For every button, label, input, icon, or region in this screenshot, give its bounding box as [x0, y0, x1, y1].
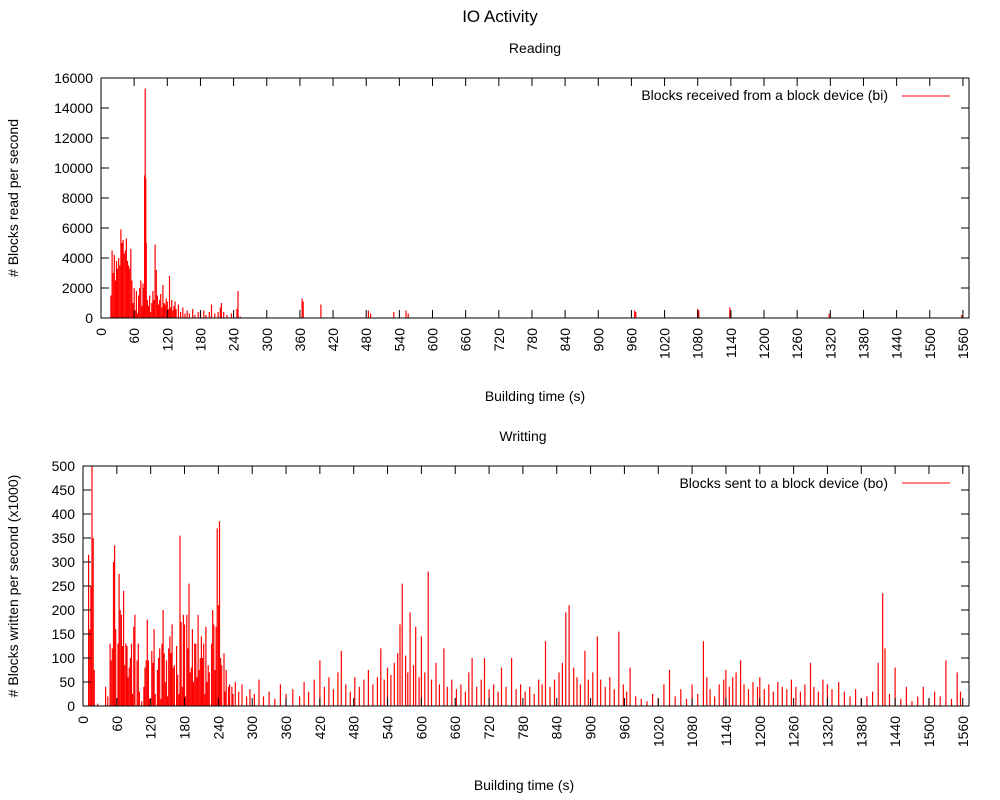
reading-x-tick-label: 420	[325, 328, 341, 352]
reading-y-axis-label: # Blocks read per second	[5, 119, 21, 277]
reading-x-tick-label: 600	[425, 328, 441, 352]
reading-x-tick-label: 60	[126, 328, 142, 344]
writing-x-tick-label: 1260	[786, 716, 802, 747]
reading-x-tick-label: 1320	[822, 328, 838, 359]
writing-y-tick-label: 400	[52, 506, 76, 522]
writing-y-tick-label: 350	[52, 530, 76, 546]
reading-x-tick-label: 720	[491, 328, 507, 352]
writing-y-tick-label: 200	[52, 602, 76, 618]
writing-y-tick-label: 250	[52, 578, 76, 594]
writing-y-tick-label: 450	[52, 482, 76, 498]
writing-y-tick-label: 300	[52, 554, 76, 570]
writing-x-tick-label: 1020	[650, 716, 666, 747]
reading-y-tick-label: 14000	[54, 100, 93, 116]
reading-x-tick-label: 1020	[657, 328, 673, 359]
writing-x-tick-label: 1560	[955, 716, 971, 747]
reading-y-tick-label: 8000	[62, 190, 93, 206]
writing-x-tick-label: 1500	[921, 716, 937, 747]
writing-x-tick-label: 960	[616, 716, 632, 740]
reading-x-tick-label: 360	[292, 328, 308, 352]
writing-x-tick-label: 180	[177, 716, 193, 740]
reading-x-axis-label: Building time (s)	[485, 388, 585, 404]
reading-x-tick-label: 540	[391, 328, 407, 352]
writing-y-tick-label: 100	[52, 650, 76, 666]
reading-x-tick-label: 240	[226, 328, 242, 352]
reading-x-tick-label: 1140	[723, 328, 739, 358]
writing-y-tick-label: 50	[59, 674, 75, 690]
reading-y-tick-label: 6000	[62, 220, 93, 236]
reading-legend-label: Blocks received from a block device (bi)	[641, 87, 888, 103]
reading-y-tick-label: 2000	[62, 280, 93, 296]
reading-plot-frame	[100, 77, 970, 319]
writing-y-axis-label: # Blocks written per second (x1000)	[5, 475, 21, 698]
reading-x-tick-label: 480	[358, 328, 374, 352]
writing-x-tick-label: 1140	[718, 716, 734, 746]
reading-x-tick-label: 1080	[690, 328, 706, 359]
writing-plot: Writting Building time (s) # Blocks writ…	[5, 428, 971, 793]
writing-legend-label: Blocks sent to a block device (bo)	[679, 475, 888, 491]
writing-y-tick-label: 0	[67, 698, 75, 714]
reading-y-tick-label: 12000	[54, 130, 93, 146]
writing-x-tick-label: 120	[143, 716, 159, 740]
writing-x-tick-label: 1440	[887, 716, 903, 747]
reading-x-tick-label: 0	[93, 328, 109, 336]
writing-x-tick-label: 480	[346, 716, 362, 740]
reading-x-tick-label: 120	[159, 328, 175, 352]
writing-x-tick-label: 300	[244, 716, 260, 740]
writing-title: Writting	[499, 428, 546, 444]
writing-x-tick-label: 420	[312, 716, 328, 740]
writing-y-tick-label: 150	[52, 626, 76, 642]
writing-x-tick-label: 240	[210, 716, 226, 740]
reading-x-tick-label: 1560	[955, 328, 971, 359]
writing-x-tick-label: 1200	[752, 716, 768, 747]
writing-x-tick-label: 1380	[853, 716, 869, 747]
writing-x-tick-label: 540	[380, 716, 396, 740]
reading-x-tick-label: 780	[524, 328, 540, 352]
writing-x-tick-label: 1320	[819, 716, 835, 747]
writing-x-tick-label: 780	[515, 716, 531, 740]
writing-x-tick-label: 660	[447, 716, 463, 740]
writing-x-tick-label: 900	[583, 716, 599, 740]
writing-x-tick-label: 60	[109, 716, 125, 732]
reading-x-tick-label: 180	[192, 328, 208, 352]
reading-x-tick-label: 1380	[855, 328, 871, 359]
writing-x-tick-label: 0	[75, 716, 91, 724]
reading-x-tick-label: 960	[623, 328, 639, 352]
reading-x-tick-label: 840	[557, 328, 573, 352]
writing-y-tick-label: 500	[52, 458, 76, 474]
writing-x-tick-label: 840	[549, 716, 565, 740]
reading-x-tick-label: 1440	[889, 328, 905, 359]
reading-plot: Reading Building time (s) # Blocks read …	[5, 40, 971, 404]
figure-title: IO Activity	[462, 7, 538, 26]
reading-title: Reading	[509, 40, 561, 56]
reading-x-tick-label: 1500	[922, 328, 938, 359]
reading-y-tick-label: 0	[85, 310, 93, 326]
writing-x-tick-label: 1080	[684, 716, 700, 747]
reading-y-tick-label: 4000	[62, 250, 93, 266]
reading-x-tick-label: 1200	[756, 328, 772, 359]
reading-x-tick-label: 300	[259, 328, 275, 352]
writing-x-tick-label: 720	[481, 716, 497, 740]
reading-x-tick-label: 660	[458, 328, 474, 352]
reading-y-tick-label: 10000	[54, 160, 93, 176]
reading-y-tick-label: 16000	[54, 70, 93, 86]
writing-x-axis-label: Building time (s)	[474, 777, 574, 793]
writing-x-tick-label: 600	[413, 716, 429, 740]
writing-x-tick-label: 360	[278, 716, 294, 740]
reading-x-tick-label: 900	[590, 328, 606, 352]
reading-x-tick-label: 1260	[789, 328, 805, 359]
